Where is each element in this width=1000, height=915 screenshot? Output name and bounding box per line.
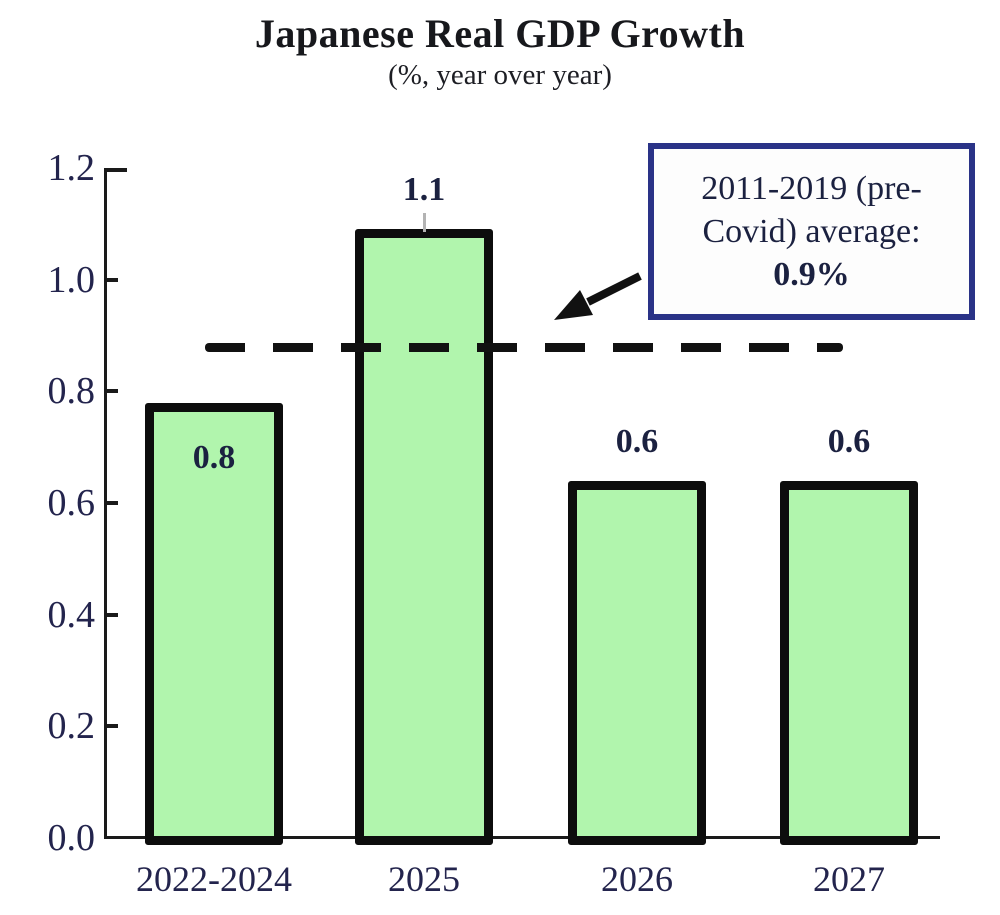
bar-2026 [568,480,706,845]
bar-2022-2024 [145,402,283,845]
y-tick-label-0.4: 0.4 [47,593,96,636]
pre-covid-average-dashed-line [205,342,843,352]
chart-title: Japanese Real GDP Growth [254,11,746,56]
bar-value-label-2022-2024: 0.8 [192,438,236,476]
y-tick-label-0.0: 0.0 [47,817,96,859]
x-axis-label-2027: 2027 [813,859,885,899]
pre-covid-average-callout: 2011-2019 (pre- Covid) average: 0.9% [648,143,975,320]
y-tick-1.0 [104,277,118,282]
y-tick-0.4 [104,612,118,617]
chart-subtitle: (%, year over year) [388,59,612,91]
y-tick-label-0.8: 0.8 [47,370,96,413]
y-tick-0.2 [104,724,118,729]
y-tick-label-1.2: 1.2 [47,147,96,189]
bar-2025 [355,229,493,845]
x-axis-label-2025: 2025 [388,859,460,899]
x-axis-line [104,836,940,839]
bar-value-label-2027: 0.6 [827,422,871,460]
bar-2027 [780,480,918,845]
y-tick-label-0.2: 0.2 [47,705,96,748]
y-tick-label-1.0: 1.0 [47,258,96,301]
bar-label-leader-line [423,213,426,233]
callout-line-2: Covid) average: [702,213,921,250]
x-axis-label-2026: 2026 [601,859,673,899]
callout-line-1: 2011-2019 (pre- [701,170,922,207]
callout-value: 0.9% [773,256,850,293]
y-tick-1.2 [104,168,127,172]
bar-value-label-2026: 0.6 [615,422,659,460]
y-tick-label-0.6: 0.6 [47,482,96,524]
y-tick-0.6 [104,501,118,505]
bar-value-label-2025: 1.1 [402,171,446,209]
y-tick-0.8 [104,389,118,394]
x-axis-label-2022-2024: 2022-2024 [136,859,292,899]
chart-header: Japanese Real GDP Growth (%, year over y… [0,10,1000,92]
